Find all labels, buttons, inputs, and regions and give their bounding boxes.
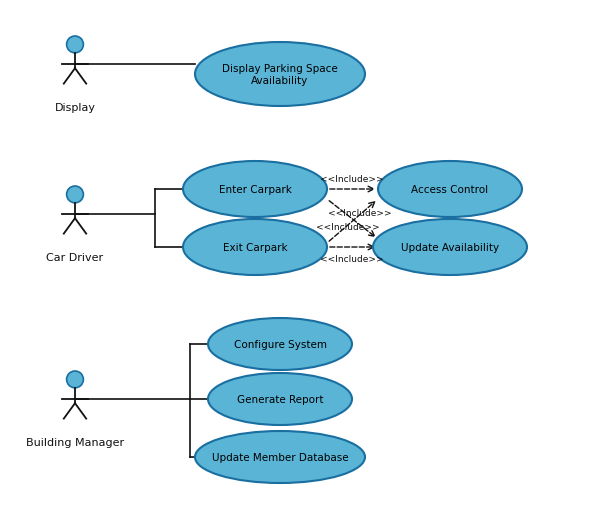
Ellipse shape	[378, 162, 522, 218]
Text: <<Include>>: <<Include>>	[320, 255, 384, 264]
Ellipse shape	[195, 431, 365, 483]
Text: Generate Report: Generate Report	[237, 394, 323, 404]
Ellipse shape	[373, 220, 527, 275]
Text: <<Include>>: <<Include>>	[320, 175, 384, 184]
Text: Update Member Database: Update Member Database	[212, 452, 348, 462]
Text: Access Control: Access Control	[411, 185, 488, 194]
Circle shape	[66, 37, 83, 54]
Ellipse shape	[183, 162, 327, 218]
Text: <<Include>>: <<Include>>	[316, 223, 380, 232]
Ellipse shape	[195, 43, 365, 107]
Ellipse shape	[208, 373, 352, 425]
Ellipse shape	[183, 220, 327, 275]
Text: Display: Display	[54, 103, 95, 113]
Text: Enter Carpark: Enter Carpark	[218, 185, 291, 194]
Text: Car Driver: Car Driver	[46, 252, 104, 263]
Text: Configure System: Configure System	[233, 339, 327, 349]
Text: Building Manager: Building Manager	[26, 437, 124, 447]
Ellipse shape	[208, 318, 352, 370]
Text: <<Include>>: <<Include>>	[328, 208, 392, 217]
Circle shape	[66, 187, 83, 204]
Text: Exit Carpark: Exit Carpark	[223, 242, 287, 252]
Text: Display Parking Space
Availability: Display Parking Space Availability	[222, 64, 338, 86]
Text: Update Availability: Update Availability	[401, 242, 499, 252]
Circle shape	[66, 371, 83, 388]
